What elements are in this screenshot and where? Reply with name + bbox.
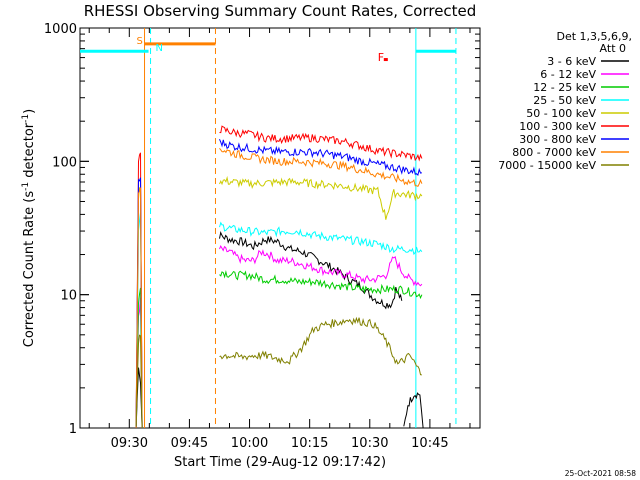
annotation-label-n: N: [156, 43, 163, 54]
annotation-label-s: S: [137, 36, 143, 47]
series-line: [135, 187, 143, 429]
y-axis-ticks: 1 10 100 1000: [44, 22, 480, 437]
annotation-lines: [80, 28, 457, 428]
timestamp: 25-Oct-2021 08:58: [565, 469, 636, 478]
series-line: [219, 175, 423, 220]
series-line: [403, 392, 424, 429]
axis-frame: [79, 27, 481, 429]
x-tick-label: 09:45: [171, 436, 208, 451]
y-axis-label-sup2: -1: [21, 114, 31, 123]
series-line: [135, 334, 143, 429]
series-line: [219, 147, 423, 187]
y-axis-label: Corrected Count Rate (s-1 detector-1): [21, 109, 37, 347]
y-axis-label-sup1: -1: [21, 182, 31, 191]
series-8: [135, 316, 422, 429]
x-tick-label: 10:00: [231, 436, 268, 451]
series-2: [135, 270, 423, 429]
y-tick-label: 100: [52, 155, 77, 170]
series-line: [219, 244, 423, 287]
series-7: [135, 147, 423, 429]
legend-label: 6 - 12 keV: [540, 68, 596, 81]
legend-label: 7000 - 15000 keV: [498, 159, 596, 172]
series-line: [219, 139, 423, 176]
x-tick-label: 10:15: [291, 436, 328, 451]
chart-title: RHESSI Observing Summary Count Rates, Co…: [84, 2, 477, 20]
legend-label: 3 - 6 keV: [547, 55, 596, 68]
series-group: [135, 125, 424, 429]
series-1: [135, 244, 423, 429]
y-tick-label: 10: [60, 289, 77, 304]
series-line: [219, 270, 423, 300]
series-line: [219, 221, 423, 256]
x-tick-label: 09:30: [111, 436, 148, 451]
legend-label: 800 - 7000 keV: [512, 146, 596, 159]
y-tick-label: 1000: [44, 22, 77, 37]
annotation-label-f: F: [378, 51, 384, 64]
series-line: [219, 231, 403, 310]
y-axis-label-main: Corrected Count Rate (s: [22, 191, 37, 348]
x-tick-label: 10:30: [351, 436, 388, 451]
x-axis-ticks: 09:30 09:45 10:00 10:15 10:30 10:45: [88, 28, 471, 451]
legend-title-line2: Att 0: [600, 42, 626, 55]
legend-label: 300 - 800 keV: [519, 133, 596, 146]
series-5: [135, 125, 423, 429]
legend-label: 100 - 300 keV: [519, 120, 596, 133]
annotation-labels: S N F: [137, 36, 385, 64]
series-line: [219, 125, 423, 162]
y-axis-label-mid: detector: [22, 122, 37, 182]
legend-title-line1: Det 1,3,5,6,9,: [556, 30, 632, 43]
series-3: [135, 212, 423, 429]
legend-label: 12 - 25 keV: [533, 81, 596, 94]
series-line: [219, 316, 422, 376]
legend-label: 25 - 50 keV: [533, 94, 596, 107]
x-tick-label: 10:45: [411, 436, 448, 451]
y-tick-label: 1: [69, 422, 77, 437]
x-axis-label: Start Time (29-Aug-12 09:17:42): [174, 455, 386, 470]
plot-area: S N F 09:30 09:45 10:00 10:15 10:30 10:45 1 10 10…: [44, 22, 481, 451]
y-axis-label-end: ): [22, 109, 37, 114]
legend-label: 50 - 100 keV: [526, 107, 596, 120]
